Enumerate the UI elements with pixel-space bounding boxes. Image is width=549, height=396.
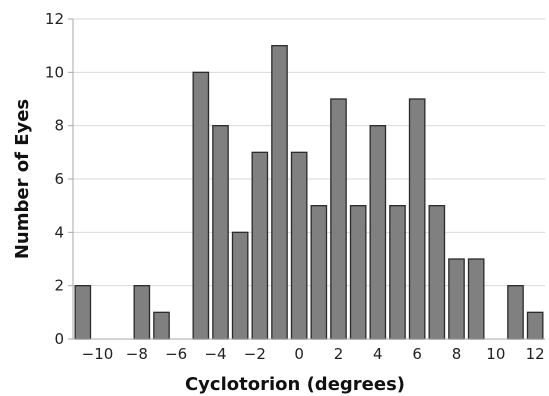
gridlines: [73, 18, 545, 287]
bar-x11: [507, 285, 524, 340]
x-tick-label-8: 8: [452, 345, 462, 363]
x-tick-label-4: 4: [373, 345, 383, 363]
bar-x2: [330, 98, 347, 340]
bar-x-4: [212, 125, 229, 340]
y-tick-label-8: 8: [54, 117, 64, 135]
bar-x5: [389, 205, 406, 340]
y-tick-labels: 0 2 4 6 8 10 12: [45, 10, 64, 348]
bar-x-11: [74, 285, 92, 340]
bar-x0: [290, 151, 308, 340]
bar-x-7: [153, 311, 170, 340]
bar-x1: [310, 205, 328, 340]
axes: [68, 18, 545, 340]
x-tick-label--4: −4: [204, 345, 226, 363]
bar-x8: [448, 258, 465, 340]
bar-x-1: [271, 45, 288, 340]
x-tick-label-10: 10: [486, 345, 505, 363]
bar-x3: [349, 205, 367, 340]
y-tick-label-6: 6: [54, 170, 64, 188]
bars: [74, 45, 544, 340]
bar-x4: [369, 125, 387, 340]
y-tick-label-0: 0: [54, 330, 64, 348]
bar-x7: [428, 205, 446, 340]
x-tick-label--10: −10: [82, 345, 114, 363]
x-tick-label--6: −6: [165, 345, 187, 363]
x-tick-label-2: 2: [334, 345, 344, 363]
bar-x-3: [231, 231, 249, 340]
x-tick-label-6: 6: [412, 345, 422, 363]
bar-x9: [467, 258, 485, 340]
y-tick-label-2: 2: [54, 277, 64, 295]
x-tick-label--8: −8: [126, 345, 148, 363]
bar-x-2: [251, 151, 269, 340]
y-axis-title: Number of Eyes: [12, 99, 33, 259]
bar-x-5: [192, 71, 210, 340]
bar-x-8: [133, 285, 151, 340]
bar-x12: [526, 311, 544, 340]
bar-x6: [408, 98, 426, 340]
y-tick-label-12: 12: [45, 10, 64, 28]
x-tick-label--2: −2: [244, 345, 266, 363]
y-tick-label-4: 4: [54, 223, 64, 241]
x-tick-label-0: 0: [294, 345, 304, 363]
x-tick-labels: −10 −8 −6 −4 −2 0 2 4 6 8 10 12: [82, 345, 545, 363]
x-tick-label-12: 12: [526, 345, 545, 363]
y-tick-label-10: 10: [45, 63, 64, 81]
x-axis-title: Cyclotorion (degrees): [185, 374, 405, 395]
